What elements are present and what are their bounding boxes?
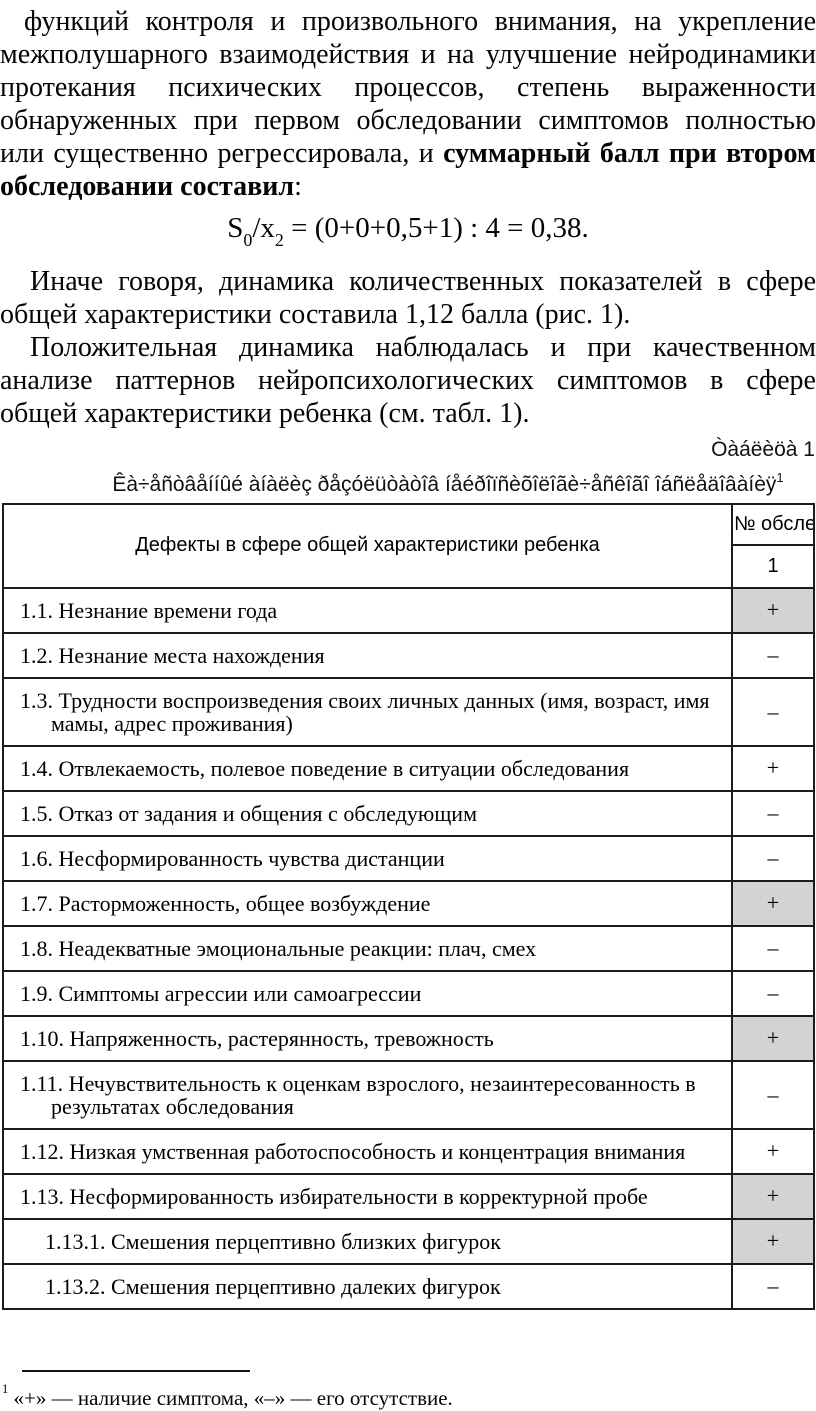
table-number-label: Òàáëèöà 1: [711, 437, 815, 461]
symptom-value: +: [731, 1217, 815, 1265]
footnote: 1 «+» — наличие симптома, «–» — его отсу…: [0, 1380, 816, 1411]
defect-label: 1.3. Трудности воспроизведения своих лич…: [2, 676, 733, 747]
table-row: 1.11. Нечувствительность к оценкам взрос…: [2, 1059, 815, 1130]
defect-label: 1.13.1. Смешения перцептивно близких фиг…: [2, 1217, 733, 1265]
table-row: 1.10. Напряженность, растерянность, трев…: [2, 1014, 815, 1062]
formula-expression: = (0+0+0,5+1) : 4 = 0,38.: [283, 212, 589, 244]
table-caption-footnote-ref: 1: [776, 469, 784, 485]
defect-label: 1.2. Незнание места нахождения: [2, 631, 733, 679]
symptom-value: –: [731, 676, 815, 747]
symptom-value: –: [731, 924, 815, 972]
symptom-value: –: [731, 834, 815, 882]
symptom-value: –: [731, 969, 815, 1017]
defect-label: 1.7. Расторможенность, общее возбуждение: [2, 879, 733, 927]
symptom-value: +: [731, 1014, 815, 1062]
table-caption: Êà÷åñòâåííûé àíàëèç ðåçóëüòàòîâ íåéðîïñè…: [0, 466, 816, 498]
paragraph-1-tail: :: [294, 171, 302, 202]
formula-line: S0/x2 = (0+0+0,5+1) : 4 = 0,38.: [0, 212, 816, 255]
paragraph-1-bold-text: суммарный балл при втором обследовании с…: [0, 138, 816, 202]
footnote-separator: [22, 1369, 250, 1372]
table-row: 1.2. Незнание места нахождения –: [2, 631, 815, 679]
table-subheader-row: 1: [3, 543, 815, 589]
symptom-value: +: [731, 1127, 815, 1175]
defect-label: 1.13.2. Смешения перцептивно далеких фиг…: [2, 1262, 733, 1310]
paragraph-2: Иначе говоря, динамика количественных по…: [0, 265, 816, 330]
formula-symbol-x: /x: [252, 212, 275, 244]
defect-label: 1.6. Несформированность чувства дистанци…: [2, 834, 733, 882]
table-caption-text: Êà÷åñòâåííûé àíàëèç ðåçóëüòàòîâ íåéðîïñè…: [112, 472, 777, 496]
defect-label: 1.12. Низкая умственная работоспособност…: [2, 1127, 733, 1175]
table-row: 1.5. Отказ от задания и общения с обслед…: [2, 789, 815, 837]
symptom-value: +: [731, 879, 815, 927]
formula-subscript-0: 0: [243, 229, 253, 250]
symptom-value: –: [731, 1059, 815, 1130]
formula-subscript-2: 2: [274, 229, 284, 250]
defect-label: 1.10. Напряженность, растерянность, трев…: [2, 1014, 733, 1062]
symptoms-table: Дефекты в сфере общей характеристики реб…: [2, 502, 815, 1310]
survey-number-1-header: 1: [731, 543, 815, 589]
table-row: 1.8. Неадекватные эмоциональные реакции:…: [2, 924, 815, 972]
table-row: 1.13. Несформированность избирательности…: [2, 1172, 815, 1220]
paragraph-3: Положительная динамика наблюдалась и при…: [0, 331, 816, 429]
table-row: 1.13.1. Смешения перцептивно близких фиг…: [2, 1217, 815, 1265]
table-row: 1.3. Трудности воспроизведения своих лич…: [2, 676, 815, 747]
footnote-marker: 1: [2, 1381, 9, 1396]
table-row: 1.7. Расторможенность, общее возбуждение…: [2, 879, 815, 927]
table-row: 1.12. Низкая умственная работоспособност…: [2, 1127, 815, 1175]
table-row: 1.9. Симптомы агрессии или самоагрессии …: [2, 969, 815, 1017]
defect-label: 1.9. Симптомы агрессии или самоагрессии: [2, 969, 733, 1017]
defect-label: 1.11. Нечувствительность к оценкам взрос…: [2, 1059, 733, 1130]
defect-label: 1.13. Несформированность избирательности…: [2, 1172, 733, 1220]
symptom-value: +: [731, 586, 815, 634]
symptom-value: +: [731, 744, 815, 792]
table-row: 1.1. Незнание времени года +: [2, 586, 815, 634]
defect-label: 1.4. Отвлекаемость, полевое поведение в …: [2, 744, 733, 792]
table-header-row: Дефекты в сфере общей характеристики реб…: [2, 502, 815, 589]
defect-label: 1.5. Отказ от задания и общения с обслед…: [2, 789, 733, 837]
table-row: 1.4. Отвлекаемость, полевое поведение в …: [2, 744, 815, 792]
symptom-value: +: [731, 1172, 815, 1220]
symptom-value: –: [731, 631, 815, 679]
survey-number-column-header: № обсле: [731, 502, 815, 546]
footnote-text: «+» — наличие симптома, «–» — его отсутс…: [8, 1385, 453, 1410]
symptom-value: –: [731, 789, 815, 837]
defect-label: 1.1. Незнание времени года: [2, 586, 733, 634]
paragraph-1: функций контроля и произвольного внимани…: [0, 5, 816, 203]
defects-column-header: Дефекты в сфере общей характеристики реб…: [2, 502, 733, 589]
defect-label: 1.8. Неадекватные эмоциональные реакции:…: [2, 924, 733, 972]
formula-symbol-s: S: [227, 212, 244, 244]
table-row: 1.13.2. Смешения перцептивно далеких фиг…: [2, 1262, 815, 1310]
table-row: 1.6. Несформированность чувства дистанци…: [2, 834, 815, 882]
symptom-value: –: [731, 1262, 815, 1310]
paragraph-1-regular-text: функций контроля и произвольного внимани…: [0, 6, 816, 169]
